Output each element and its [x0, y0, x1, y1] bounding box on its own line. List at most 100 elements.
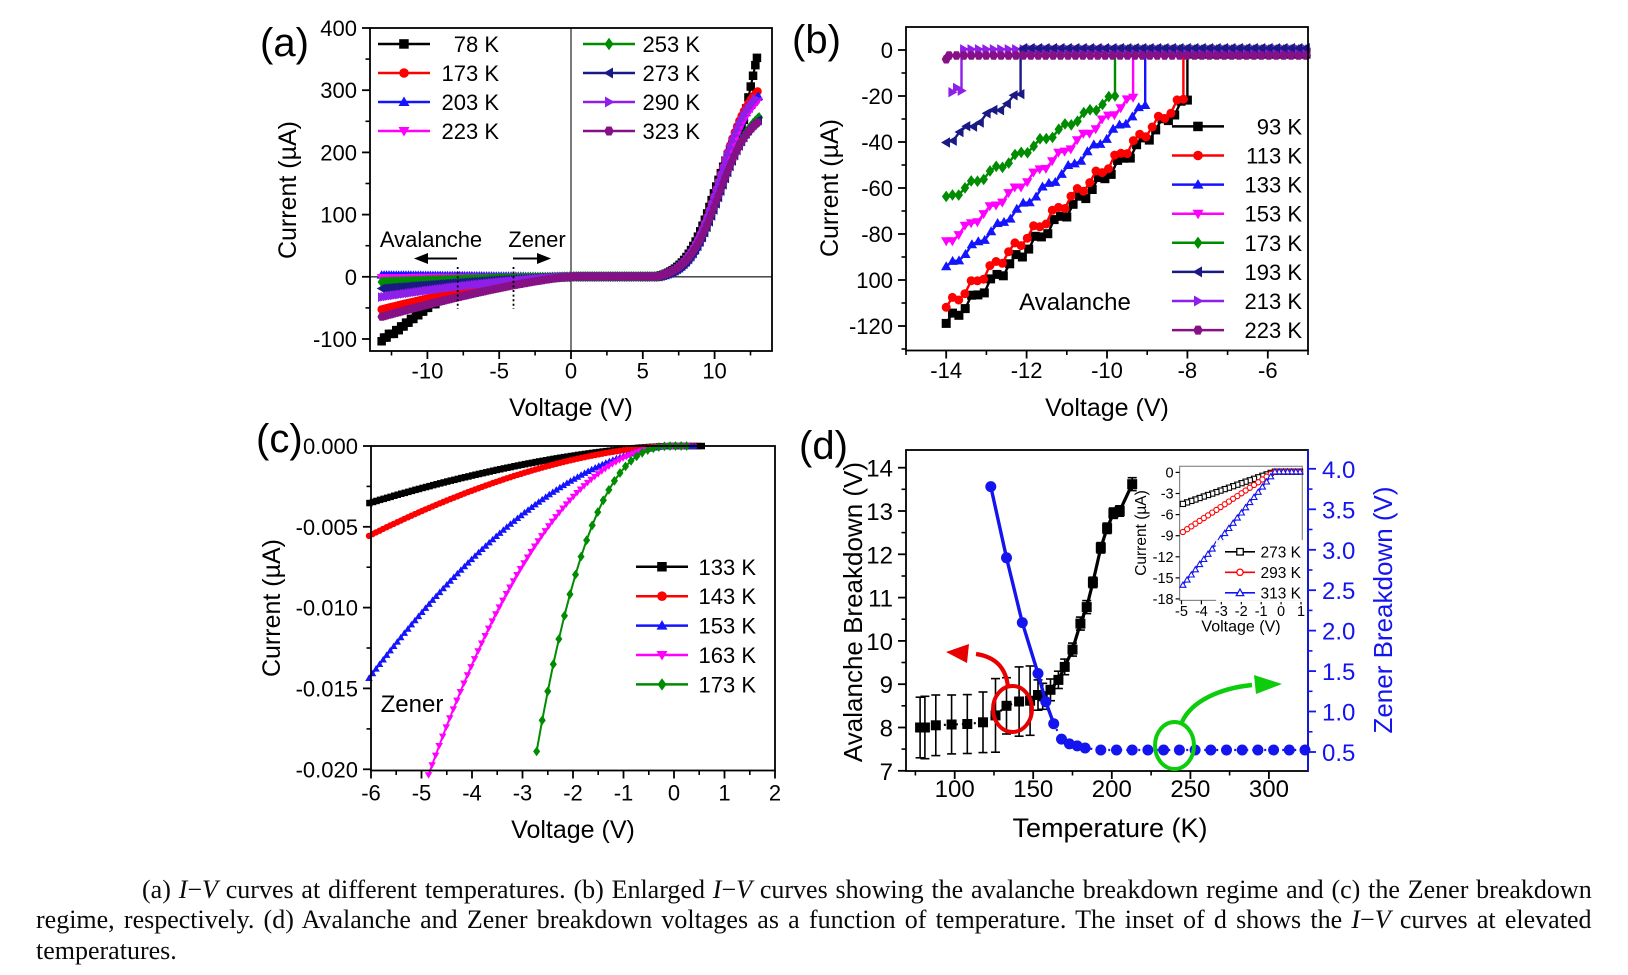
svg-text:-1: -1 — [1255, 604, 1268, 620]
svg-text:-6: -6 — [361, 781, 381, 806]
svg-text:-12: -12 — [1011, 358, 1043, 383]
svg-text:Avalanche Breakdown (V): Avalanche Breakdown (V) — [838, 462, 868, 762]
svg-text:Voltage (V): Voltage (V) — [1045, 394, 1169, 422]
svg-text:Current (µA): Current (µA) — [816, 119, 844, 257]
svg-text:2.5: 2.5 — [1322, 578, 1355, 605]
svg-text:173 K: 173 K — [442, 61, 500, 86]
svg-text:-8: -8 — [1178, 358, 1198, 383]
svg-text:3.5: 3.5 — [1322, 497, 1355, 524]
svg-text:Current (µA): Current (µA) — [274, 121, 302, 259]
svg-text:133 K: 133 K — [1245, 173, 1303, 198]
svg-text:Avalanche: Avalanche — [1019, 289, 1131, 316]
svg-text:(a): (a) — [260, 21, 309, 65]
svg-text:1: 1 — [1297, 604, 1305, 620]
svg-text:-14: -14 — [930, 358, 962, 383]
svg-text:100: 100 — [856, 268, 893, 293]
svg-text:0: 0 — [668, 781, 680, 806]
svg-text:113 K: 113 K — [1246, 144, 1302, 169]
svg-text:-20: -20 — [861, 84, 893, 109]
svg-text:1.0: 1.0 — [1322, 700, 1355, 727]
svg-text:223 K: 223 K — [1245, 318, 1303, 343]
svg-text:290 K: 290 K — [643, 90, 701, 115]
svg-text:-10: -10 — [1091, 358, 1123, 383]
svg-text:0: 0 — [565, 359, 577, 384]
svg-text:0: 0 — [881, 38, 893, 63]
svg-text:150: 150 — [1013, 776, 1053, 803]
svg-text:273 K: 273 K — [1260, 544, 1301, 561]
svg-text:Zener: Zener — [381, 691, 444, 718]
svg-text:-0.020: -0.020 — [296, 757, 358, 782]
svg-text:-3: -3 — [1215, 604, 1228, 620]
svg-text:5: 5 — [637, 359, 649, 384]
svg-text:-120: -120 — [849, 314, 893, 339]
svg-text:-0.015: -0.015 — [296, 676, 358, 701]
svg-text:10: 10 — [866, 629, 893, 656]
svg-text:11: 11 — [868, 586, 893, 613]
svg-text:153 K: 153 K — [699, 614, 757, 639]
svg-text:-4: -4 — [462, 781, 482, 806]
svg-text:-3: -3 — [513, 781, 533, 806]
svg-text:253 K: 253 K — [643, 32, 701, 57]
svg-text:300: 300 — [320, 78, 357, 103]
svg-text:14: 14 — [866, 456, 893, 483]
svg-text:(b): (b) — [792, 18, 841, 62]
svg-text:Zener Breakdown (V): Zener Breakdown (V) — [1368, 486, 1398, 733]
svg-text:-100: -100 — [313, 327, 357, 352]
svg-text:400: 400 — [320, 16, 357, 41]
svg-text:-80: -80 — [861, 222, 893, 247]
svg-text:Temperature (K): Temperature (K) — [1012, 813, 1207, 843]
svg-text:323 K: 323 K — [643, 119, 701, 144]
svg-text:0: 0 — [345, 265, 357, 290]
svg-text:-15: -15 — [1153, 571, 1174, 587]
svg-text:-18: -18 — [1153, 592, 1174, 608]
svg-text:Avalanche: Avalanche — [380, 227, 482, 252]
svg-text:0.5: 0.5 — [1322, 740, 1355, 767]
svg-text:Current (µA): Current (µA) — [258, 539, 286, 677]
svg-text:223 K: 223 K — [442, 119, 500, 144]
svg-text:-10: -10 — [412, 359, 444, 384]
svg-text:-0.005: -0.005 — [296, 515, 358, 540]
svg-text:193 K: 193 K — [1245, 260, 1303, 285]
svg-text:293 K: 293 K — [1260, 565, 1301, 582]
svg-text:133 K: 133 K — [699, 555, 757, 580]
svg-text:-0.010: -0.010 — [296, 596, 358, 621]
svg-text:-5: -5 — [412, 781, 432, 806]
svg-text:7: 7 — [880, 759, 893, 786]
svg-text:-5: -5 — [1175, 604, 1188, 620]
svg-text:4.0: 4.0 — [1322, 457, 1355, 484]
svg-text:1: 1 — [718, 781, 730, 806]
svg-text:-3: -3 — [1161, 486, 1174, 502]
svg-text:-4: -4 — [1195, 604, 1208, 620]
svg-text:100: 100 — [935, 776, 975, 803]
svg-text:8: 8 — [880, 716, 893, 743]
svg-text:1.5: 1.5 — [1322, 659, 1355, 686]
svg-text:(c): (c) — [256, 417, 303, 461]
svg-text:-6: -6 — [1161, 508, 1174, 524]
svg-text:78 K: 78 K — [454, 32, 500, 57]
svg-text:13: 13 — [866, 499, 893, 526]
svg-text:2: 2 — [769, 781, 781, 806]
svg-text:200: 200 — [1092, 776, 1132, 803]
svg-text:93 K: 93 K — [1257, 114, 1303, 139]
svg-text:-9: -9 — [1161, 529, 1174, 545]
svg-text:200: 200 — [320, 140, 357, 165]
svg-text:Current (µA): Current (µA) — [1133, 490, 1150, 576]
svg-text:173 K: 173 K — [699, 672, 757, 697]
svg-text:12: 12 — [866, 542, 893, 569]
svg-text:250: 250 — [1170, 776, 1210, 803]
svg-text:(d): (d) — [799, 424, 848, 468]
svg-text:Zener: Zener — [508, 227, 565, 252]
svg-text:2.0: 2.0 — [1322, 619, 1355, 646]
svg-text:3.0: 3.0 — [1322, 538, 1355, 565]
svg-text:-60: -60 — [861, 176, 893, 201]
svg-text:-12: -12 — [1153, 550, 1174, 566]
svg-text:-2: -2 — [1235, 604, 1248, 620]
svg-text:213 K: 213 K — [1245, 289, 1303, 314]
svg-text:0.000: 0.000 — [303, 434, 358, 459]
svg-text:-1: -1 — [614, 781, 634, 806]
svg-text:100: 100 — [320, 203, 357, 228]
svg-text:-2: -2 — [563, 781, 583, 806]
svg-text:203 K: 203 K — [442, 90, 500, 115]
svg-text:153 K: 153 K — [1245, 202, 1303, 227]
svg-text:9: 9 — [880, 672, 893, 699]
